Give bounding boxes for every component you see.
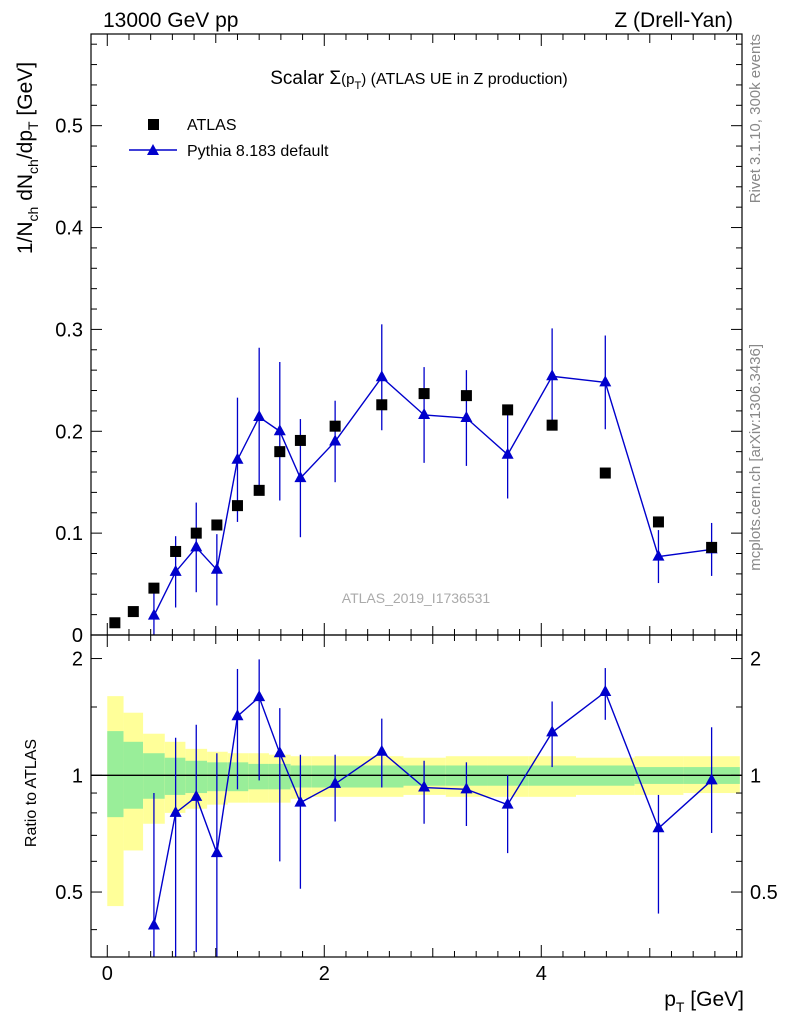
atlas-point: [253, 484, 265, 496]
plot-title: Scalar Σ(pT) (ATLAS UE in Z production): [270, 68, 568, 92]
x-tick-label: 0: [102, 963, 113, 985]
pythia-point: [652, 549, 665, 561]
main-y-tick-label: 0.5: [55, 116, 83, 138]
header-right: Z (Drell-Yan): [614, 9, 733, 32]
main-y-tick-label: 0.2: [55, 421, 83, 443]
pythia-point: [294, 471, 307, 483]
legend-pythia-label: Pythia 8.183 default: [187, 143, 329, 160]
atlas-point: [148, 582, 160, 594]
pythia-point: [501, 447, 514, 459]
pythia-point: [147, 608, 160, 620]
ratio-point: [231, 709, 244, 721]
ratio-y-tick-label-right: 1: [750, 765, 761, 787]
pythia-point: [253, 410, 266, 422]
legend: ATLAS Pythia 8.183 default: [129, 117, 329, 160]
main-y-axis-label: 1/Nch dNch/dpT [GeV]: [14, 62, 41, 254]
atlas-point: [294, 434, 306, 446]
main-panel: 0 0.1 0.2 0.3 0.4 0.5 Scalar Σ(pT) (ATLAS UE …: [14, 33, 743, 647]
ratio-point: [599, 684, 612, 696]
ratio-y-axis-label: Ratio to ATLAS: [23, 739, 40, 847]
ratio-point: [190, 789, 203, 801]
ratio-point: [501, 797, 514, 809]
pythia-point: [599, 375, 612, 387]
ratio-point: [418, 780, 431, 792]
ratio-green-band: [107, 731, 124, 818]
atlas-point: [652, 516, 664, 528]
pythia-point: [375, 370, 388, 382]
pythia-point: [231, 452, 244, 464]
pythia-point: [418, 407, 431, 419]
ratio-point: [169, 805, 182, 817]
pythia-point: [460, 411, 473, 423]
ratio-green-band: [143, 753, 165, 799]
ratio-point: [329, 776, 342, 788]
ratio-panel: 0.5 0.5 1 1 2 2 0 2 4 Ratio to ATLAS pT [GeV]: [23, 634, 778, 1015]
ratio-point: [546, 725, 559, 737]
pythia-point: [546, 369, 559, 381]
header-left: 13000 GeV pp: [103, 9, 238, 32]
ratio-point: [652, 821, 665, 833]
x-tick-label: 2: [319, 963, 330, 985]
atlas-point: [190, 527, 202, 539]
ratio-y-tick-label-left: 0.5: [55, 882, 83, 904]
ratio-point: [147, 918, 160, 930]
rivet-label: Rivet 3.1.10, 300k events: [747, 34, 764, 203]
legend-atlas-label: ATLAS: [187, 117, 237, 134]
pythia-point: [329, 434, 342, 446]
atlas-point: [231, 500, 243, 512]
pythia-point: [190, 540, 203, 552]
ratio-point: [705, 773, 718, 785]
x-tick-label: 4: [536, 963, 547, 985]
analysis-watermark: ATLAS_2019_I1736531: [342, 590, 491, 606]
mcplots-label: mcplots.cern.ch [arXiv:1306.3436]: [747, 344, 764, 571]
main-y-tick-label: 0: [72, 625, 83, 647]
atlas-point: [546, 419, 558, 431]
atlas-point: [109, 617, 121, 629]
atlas-point: [418, 388, 430, 400]
ratio-y-tick-label-left: 1: [72, 765, 83, 787]
legend-pythia-marker: [147, 144, 159, 155]
x-axis-label: pT [GeV]: [664, 988, 744, 1015]
ratio-point: [253, 690, 266, 702]
pythia-point: [210, 562, 223, 574]
ratio-y-tick-label-left: 2: [72, 649, 83, 671]
atlas-point: [211, 519, 223, 531]
atlas-point: [274, 446, 286, 458]
pythia-point: [273, 424, 286, 436]
atlas-point: [502, 404, 514, 416]
pythia-point: [169, 564, 182, 576]
ratio-point: [460, 782, 473, 794]
atlas-point: [376, 399, 388, 411]
main-y-tick-label: 0.3: [55, 319, 83, 341]
main-y-tick-label: 0.4: [55, 218, 83, 240]
atlas-point: [599, 467, 611, 479]
atlas-point: [706, 541, 718, 553]
ratio-point: [210, 846, 223, 858]
main-y-tick-label: 0.1: [55, 523, 83, 545]
atlas-point: [460, 390, 472, 402]
ratio-point: [273, 746, 286, 758]
ratio-y-tick-label-right: 2: [750, 649, 761, 671]
atlas-point: [127, 606, 139, 618]
atlas-point: [170, 545, 182, 557]
ratio-point: [294, 795, 307, 807]
legend-atlas-marker: [148, 119, 159, 130]
atlas-point: [329, 420, 341, 432]
ratio-point: [375, 744, 388, 756]
ratio-frame: [90, 634, 743, 958]
ratio-y-tick-label-right: 0.5: [750, 882, 778, 904]
